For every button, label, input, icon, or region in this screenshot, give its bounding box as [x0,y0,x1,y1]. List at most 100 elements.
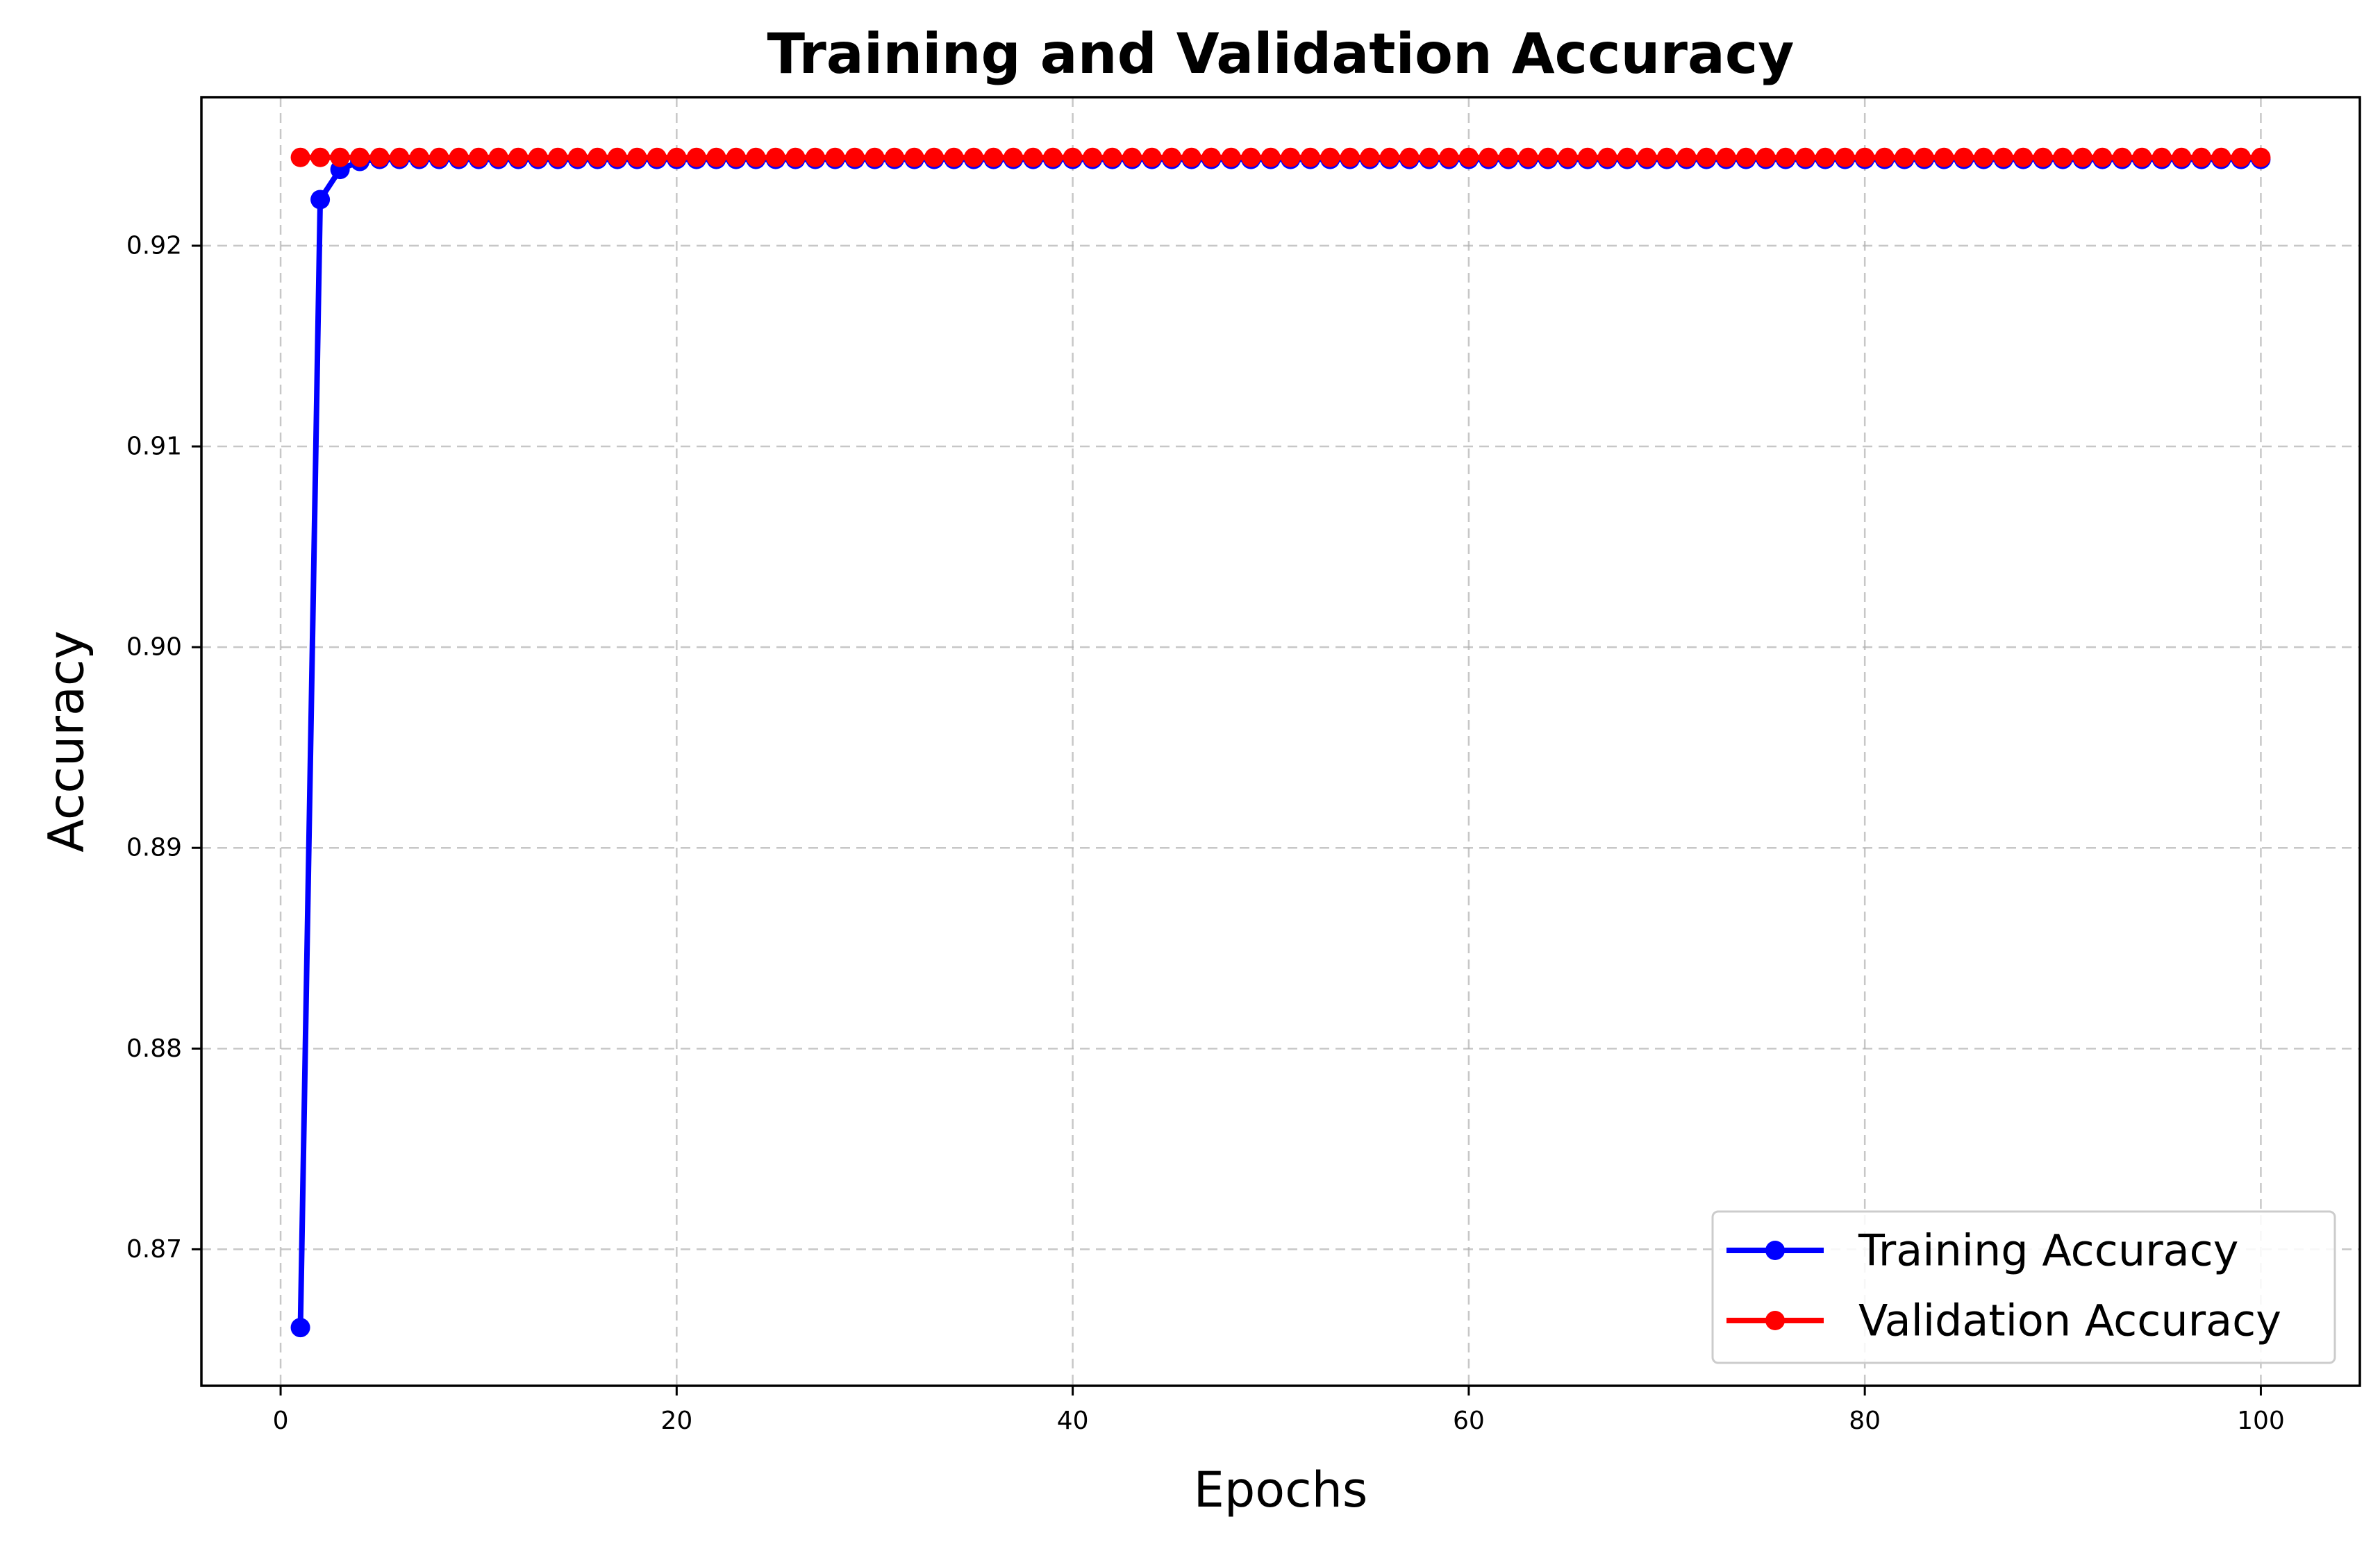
legend-label: Training Accuracy [1858,1225,2238,1276]
data-point [2231,147,2251,167]
data-point [1993,147,2013,167]
data-point [1241,147,1261,167]
x-axis-label: Epochs [1194,1461,1368,1518]
data-point [1895,147,1915,167]
data-point [2092,147,2113,167]
data-point [290,147,310,167]
data-point [2251,147,2271,167]
x-tick-label: 100 [2237,1407,2285,1435]
legend-item: Training Accuracy [1726,1225,2238,1276]
data-point [2033,147,2053,167]
data-point [1300,147,1320,167]
data-point [330,147,350,167]
data-point [548,147,568,167]
data-point [825,147,845,167]
x-tick-label: 60 [1453,1407,1485,1435]
data-point [2152,147,2172,167]
data-point [785,147,806,167]
data-point [1934,147,1954,167]
data-point [1360,147,1380,167]
data-point [1023,147,1043,167]
data-point [2211,147,2231,167]
data-point [1122,147,1142,167]
data-point [884,147,904,167]
data-point [409,147,429,167]
data-point [567,147,588,167]
data-point [449,147,469,167]
y-tick-label: 0.88 [126,1034,182,1063]
series-layer [290,147,2271,1338]
data-point [528,147,548,167]
data-point [1102,147,1122,167]
x-tick-label: 20 [660,1407,692,1435]
data-point [924,147,944,167]
data-point [1201,147,1222,167]
data-point [1498,147,1518,167]
data-point [1974,147,1994,167]
data-point [1083,147,1103,167]
y-axis-label: Accuracy [38,630,95,853]
data-point [1004,147,1024,167]
data-point [647,147,667,167]
x-tick-label: 80 [1849,1407,1881,1435]
data-point [1697,147,1717,167]
data-point [1518,147,1538,167]
data-point [390,147,410,167]
data-point [508,147,529,167]
data-point [1657,147,1677,167]
data-point [2172,147,2192,167]
data-point [1538,147,1558,167]
data-point [1874,147,1895,167]
y-tick-label: 0.92 [126,231,182,260]
data-point [2191,147,2211,167]
data-point [1260,147,1281,167]
data-point [1597,147,1617,167]
data-point [588,147,608,167]
data-point [1795,147,1815,167]
data-point [2013,147,2033,167]
data-point [1320,147,1340,167]
data-point [1340,147,1360,167]
data-point [1399,147,1420,167]
data-point [844,147,865,167]
data-point [726,147,746,167]
data-point [1558,147,1578,167]
data-point [350,147,370,167]
data-point [1142,147,1162,167]
data-point [1835,147,1855,167]
legend-label: Validation Accuracy [1858,1296,2281,1346]
data-point [429,147,449,167]
data-point [1479,147,1499,167]
data-point [1379,147,1399,167]
data-point [1676,147,1697,167]
data-point [1063,147,1083,167]
data-point [805,147,825,167]
data-point [1162,147,1182,167]
data-point [290,1318,310,1338]
data-point [765,147,785,167]
data-point [865,147,885,167]
data-point [310,147,331,167]
data-point [1756,147,1776,167]
axis-ticks: 0 20 40 60 80 100 0.87 0.88 0.89 0.90 0.91 0.92 [126,231,2285,1435]
series-validation [290,147,2271,167]
legend-marker [1765,1311,1785,1330]
data-point [964,147,984,167]
data-point [2072,147,2092,167]
data-point [1855,147,1875,167]
data-point [2053,147,2073,167]
x-tick-label: 0 [273,1407,289,1435]
data-point [310,190,331,210]
x-tick-label: 40 [1057,1407,1089,1435]
data-point [627,147,647,167]
data-point [1458,147,1479,167]
data-point [1439,147,1459,167]
data-point [1716,147,1736,167]
data-point [1617,147,1637,167]
data-point [488,147,508,167]
data-point [1954,147,1974,167]
data-point [1776,147,1796,167]
data-point [2112,147,2132,167]
data-point [1221,147,1241,167]
data-point [1043,147,1063,167]
